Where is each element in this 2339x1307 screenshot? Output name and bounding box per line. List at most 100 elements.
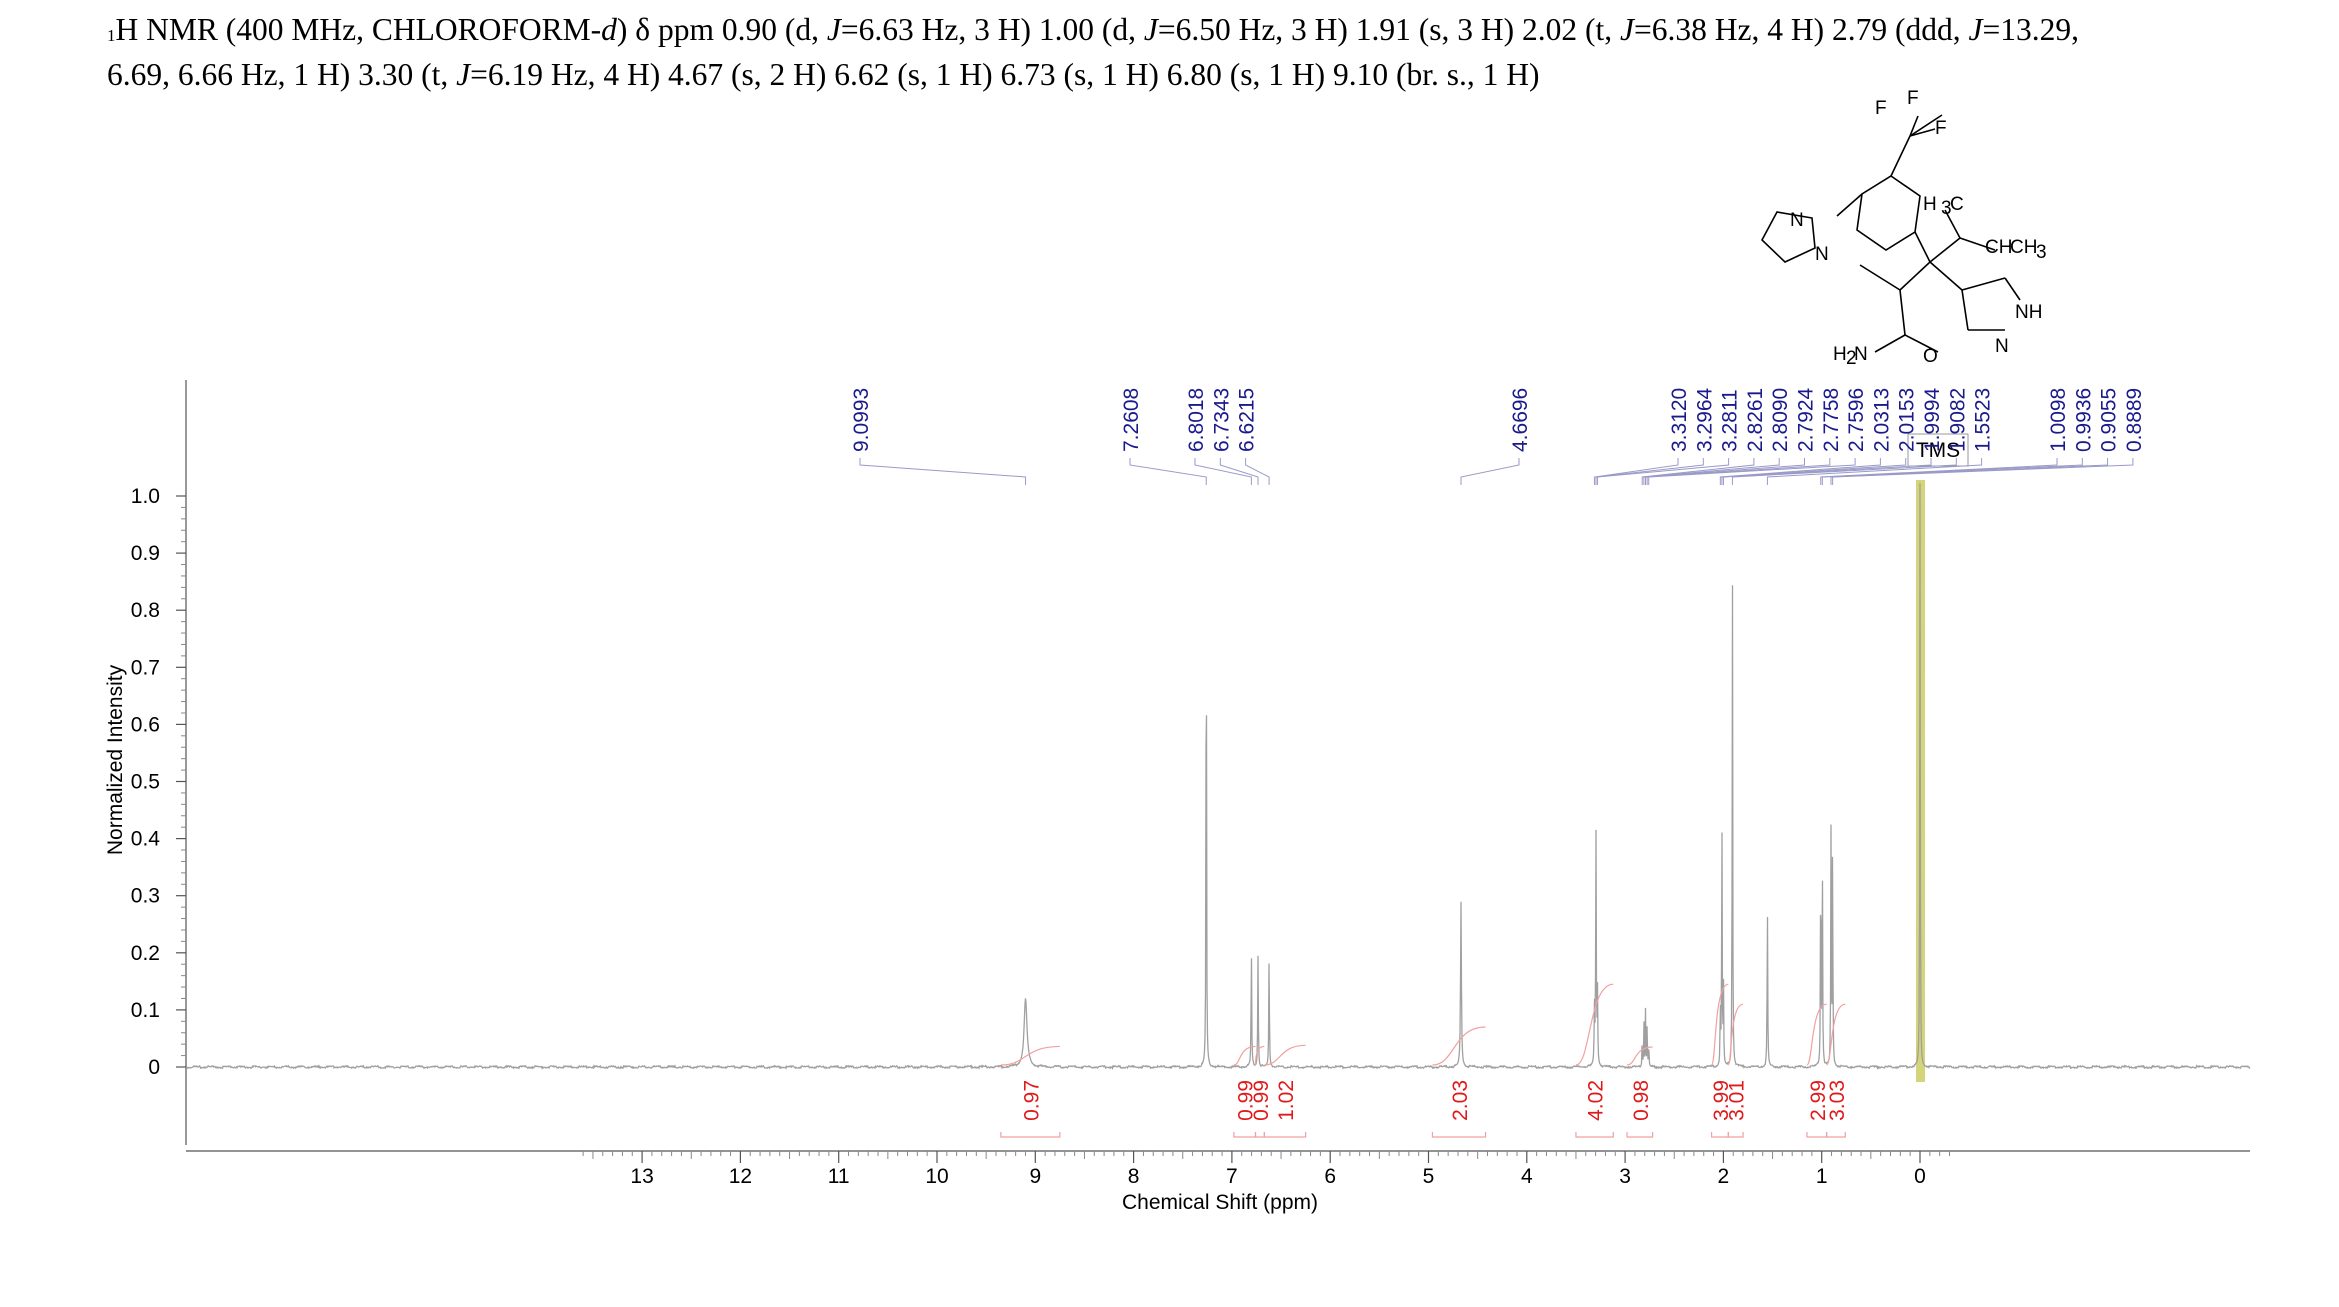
x-tick-label: 6	[1324, 1165, 1336, 1188]
peak-label-leader	[1641, 458, 1755, 485]
integral-value: 3.99	[1710, 1080, 1733, 1121]
integral-value: 1.02	[1275, 1080, 1298, 1121]
peak-label: 4.6696	[1509, 388, 1532, 452]
structure-aromatic-ring	[1856, 175, 1921, 251]
atom-label: 3	[1941, 198, 1952, 219]
structure-bond	[1909, 128, 1936, 137]
y-tick-label: 0.7	[131, 656, 160, 679]
integral-bracket	[1711, 1132, 1729, 1138]
integral-curve	[1711, 983, 1729, 1066]
peak-label: 6.8018	[1185, 388, 1208, 452]
structure-bond	[1961, 289, 1969, 331]
peak-label: 2.8261	[1744, 388, 1767, 452]
atom-label: NH	[2015, 302, 2042, 323]
peak-label: 2.7924	[1795, 387, 1818, 452]
y-tick-label: 0.8	[131, 599, 160, 622]
peak-label: 1.9082	[1946, 388, 1969, 452]
peak-label-leader	[1645, 458, 1805, 485]
x-tick-label: 2	[1718, 1165, 1730, 1188]
atom-label: H	[1833, 344, 1847, 365]
structure-labels: F F F N H 3 C CH CH 3 N NH N O H 2 N	[1790, 88, 2047, 369]
peak-label: 3.2811	[1719, 389, 1742, 452]
peak-label-leader	[1219, 458, 1259, 485]
peak-label-leader	[1245, 458, 1270, 485]
y-tick-label: 1.0	[131, 485, 160, 508]
integral-value: 0.99	[1235, 1080, 1258, 1121]
peak-label: 1.9994	[1921, 387, 1944, 452]
peak-label: 2.8090	[1769, 388, 1792, 452]
peak-label: 2.7758	[1820, 388, 1843, 452]
structure-pyrrolidine-ring	[1761, 211, 1816, 263]
tms-label: TMS	[1916, 439, 1960, 462]
integral-value: 2.99	[1807, 1080, 1830, 1121]
peak-label-leader	[1820, 458, 2058, 485]
atom-label: N	[1790, 210, 1804, 231]
structure-bond	[2004, 277, 2021, 301]
structure-bond	[1959, 237, 1996, 251]
integral-curve	[1806, 1003, 1827, 1066]
structure-bond	[1874, 334, 1906, 353]
integral-value: 2.03	[1449, 1080, 1472, 1121]
x-tick-label: 3	[1619, 1165, 1631, 1188]
atom-label: O	[1923, 346, 1938, 367]
atom-label: H	[1923, 194, 1937, 215]
peak-label-leader	[1648, 458, 1856, 485]
x-tick-label: 5	[1423, 1165, 1435, 1188]
y-axis-label: Normalized Intensity	[104, 664, 127, 855]
peak-label: 1.0098	[2047, 388, 2070, 452]
x-tick-label: 12	[729, 1165, 752, 1188]
atom-label: F	[1875, 98, 1887, 119]
peak-label: 6.6215	[1236, 388, 1259, 452]
x-tick-label: 0	[1914, 1165, 1926, 1188]
peak-label-leader	[1460, 458, 1520, 485]
atom-label: CH	[2010, 237, 2037, 258]
integral-bracket	[1254, 1132, 1265, 1138]
integral-value: 0.97	[1020, 1080, 1043, 1121]
y-tick-label: 0.2	[131, 942, 160, 965]
atom-label: N	[1995, 336, 2009, 357]
atom-label: 3	[2036, 242, 2047, 263]
peak-label-leader	[1194, 458, 1252, 485]
peak-label-leader	[1821, 458, 2083, 485]
peak-label-leader	[1766, 458, 1983, 485]
peak-label: 2.0153	[1896, 388, 1919, 452]
integral-curve	[1826, 1003, 1846, 1066]
integral-curve	[1000, 1045, 1060, 1066]
peak-label: 3.3120	[1668, 388, 1691, 452]
atom-label: F	[1935, 118, 1947, 139]
peak-label: 2.0313	[1870, 388, 1893, 452]
x-axis-label: Chemical Shift (ppm)	[1122, 1191, 1318, 1214]
y-tick-label: 0.9	[131, 542, 160, 565]
structure-bond	[1890, 135, 1911, 177]
peak-label-leader	[1596, 458, 1730, 485]
atom-label: C	[1950, 194, 1964, 215]
peak-label-leader	[1646, 458, 1831, 485]
structure-bond	[1904, 334, 1939, 353]
x-tick-label: 10	[925, 1165, 948, 1188]
peak-label: 6.7343	[1210, 388, 1233, 452]
peak-label: 1.5523	[1972, 388, 1995, 452]
y-tick-label: 0.6	[131, 713, 160, 736]
integral-bracket	[1431, 1132, 1487, 1138]
atom-label: F	[1907, 88, 1919, 109]
integral-value: 3.01	[1726, 1080, 1749, 1121]
peak-label: 0.9055	[2098, 388, 2121, 452]
integral-bracket	[1000, 1132, 1061, 1138]
integral-value: 4.02	[1585, 1080, 1608, 1121]
peak-labels: 9.0993 7.2608 6.8018 6.7343 6.6215 4.6696 3.31…	[850, 387, 2146, 485]
structure-bond	[1899, 289, 1906, 336]
peak-label-leader	[1643, 458, 1780, 485]
integral-bracket	[1626, 1132, 1654, 1138]
peak-label-leader	[1830, 458, 2109, 485]
spectrum-line	[185, 483, 2251, 1071]
peak-label-leader	[1721, 458, 1907, 485]
x-axis-ticks: 13 12 11 10 9 8 7 6 5 4 3 2 1 0	[582, 1151, 1950, 1188]
peak-label: 3.2964	[1693, 387, 1716, 452]
structure-bond	[1859, 264, 1901, 291]
x-tick-label: 1	[1816, 1165, 1828, 1188]
integral-curve	[1575, 983, 1614, 1066]
y-tick-label: 0.4	[131, 828, 161, 851]
peak-label-leader	[1722, 458, 1932, 485]
integral-bracket	[1575, 1132, 1614, 1138]
integral-bracket	[1727, 1132, 1744, 1138]
